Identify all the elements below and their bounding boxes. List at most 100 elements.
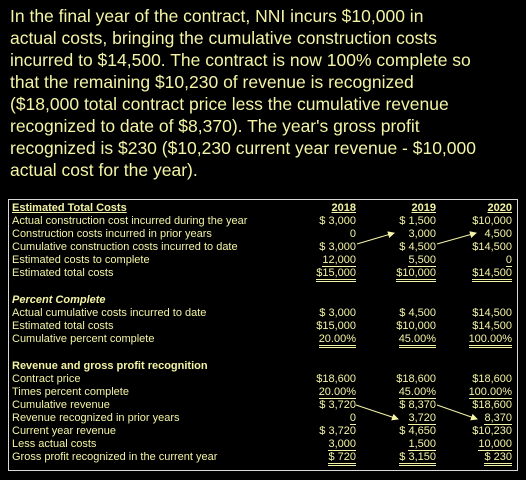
table: Estimated Total Costs 2018 2019 2020 Actual … bbox=[8, 199, 518, 471]
carry-arrow bbox=[436, 404, 478, 421]
paragraph-line: incurred to $14,500. The contract is now… bbox=[10, 50, 471, 70]
value-text: 12,000 bbox=[322, 254, 356, 267]
row-label: Actual cumulative costs incurred to date bbox=[12, 307, 207, 319]
row-label: Cumulative percent complete bbox=[12, 333, 155, 345]
value-text: $10,000 bbox=[396, 268, 436, 282]
carry-arrow bbox=[436, 231, 477, 245]
value-text: $18,600 bbox=[396, 373, 436, 385]
paragraph-line: actual costs, bringing the cumulative co… bbox=[10, 28, 438, 48]
paragraph-line: ($18,000 total contract price less the c… bbox=[10, 94, 449, 114]
paragraph-line: actual cost for the year). bbox=[10, 160, 198, 180]
value-text: 3,000 bbox=[328, 438, 356, 451]
row-value: $10,000 bbox=[366, 320, 436, 333]
row-value: $18,600 bbox=[442, 399, 512, 412]
carry-arrow bbox=[355, 404, 399, 421]
row-value: $ 720 bbox=[286, 451, 356, 466]
value-text: 10,000 bbox=[478, 438, 512, 451]
value-text: 0 bbox=[349, 412, 356, 425]
year-header: 2020 bbox=[487, 202, 512, 214]
row-value: 20.00% bbox=[286, 386, 356, 399]
row-value: 5,500 bbox=[366, 254, 436, 267]
paragraph-line: recognized to date of $8,370). The year'… bbox=[10, 116, 420, 136]
row-value: $15,000 bbox=[286, 320, 356, 333]
row-value: $18,600 bbox=[442, 373, 512, 386]
value-text: $ 720 bbox=[328, 452, 356, 466]
section-title: Percent Complete bbox=[12, 294, 106, 306]
row-value: $ 3,000 bbox=[286, 215, 356, 228]
value-text: 5,500 bbox=[408, 254, 436, 267]
year-header: 2018 bbox=[331, 202, 356, 214]
row-label: Estimated total costs bbox=[12, 320, 114, 332]
row-value: 20.00% bbox=[286, 333, 356, 348]
row-label: Revenue recognized in prior years bbox=[12, 412, 180, 424]
row-value: $15,000 bbox=[286, 267, 356, 282]
row-label: Estimated costs to complete bbox=[12, 254, 150, 266]
row-value: $ 4,650 bbox=[366, 425, 436, 438]
row-label: Contract price bbox=[12, 373, 81, 385]
row-label: Current year revenue bbox=[12, 425, 116, 437]
value-text: $10,000 bbox=[472, 215, 512, 227]
row-value: $14,500 bbox=[442, 307, 512, 320]
value-text: $18,600 bbox=[316, 373, 356, 385]
value-text: 8,370 bbox=[484, 412, 512, 425]
row-value: $ 3,720 bbox=[286, 399, 356, 412]
row-value: 100.00% bbox=[442, 386, 512, 399]
value-text: $14,500 bbox=[472, 241, 512, 253]
row-value: 45.00% bbox=[366, 333, 436, 348]
paragraph-line: that the remaining $10,230 of revenue is… bbox=[10, 72, 414, 92]
row-label: Cumulative construction costs incurred t… bbox=[12, 241, 238, 253]
row-value: 100.00% bbox=[442, 333, 512, 348]
row-value: 12,000 bbox=[286, 254, 356, 267]
row-value: 3,000 bbox=[286, 438, 356, 451]
value-text: $10,230 bbox=[472, 425, 512, 437]
value-text: $ 3,720 bbox=[319, 425, 356, 437]
row-value: 0 bbox=[286, 412, 356, 425]
row-label: Less actual costs bbox=[12, 438, 97, 450]
value-text: $ 3,000 bbox=[319, 307, 356, 319]
row-value: $ 4,500 bbox=[366, 307, 436, 320]
value-text: $ 4,500 bbox=[399, 307, 436, 319]
value-text: 45.00% bbox=[398, 334, 436, 348]
value-text: 0 bbox=[505, 254, 512, 267]
row-value: 1,500 bbox=[366, 438, 436, 451]
row-value: $ 3,000 bbox=[286, 241, 356, 254]
row-value: 3,000 bbox=[366, 228, 436, 241]
row-value: $14,500 bbox=[442, 241, 512, 254]
section-title: Revenue and gross profit recognition bbox=[12, 360, 208, 372]
value-text: $18,600 bbox=[472, 373, 512, 385]
table-title: Estimated Total Costs bbox=[12, 202, 127, 214]
value-text: $ 3,150 bbox=[399, 452, 436, 466]
row-value: $14,500 bbox=[442, 267, 512, 282]
row-label: Actual construction cost incurred during… bbox=[12, 215, 248, 227]
value-text: $15,000 bbox=[316, 268, 356, 282]
value-text: 3,000 bbox=[408, 228, 436, 240]
row-label: Construction costs incurred in prior yea… bbox=[12, 228, 212, 240]
row-label: Gross profit recognized in the current y… bbox=[12, 451, 218, 463]
row-value: $ 1,500 bbox=[366, 215, 436, 228]
row-value: $ 8,370 bbox=[366, 399, 436, 412]
row-label: Estimated total costs bbox=[12, 267, 114, 279]
row-value: $10,230 bbox=[442, 425, 512, 438]
row-value: 45.00% bbox=[366, 386, 436, 399]
value-text: $ 4,650 bbox=[399, 425, 436, 437]
row-value: $14,500 bbox=[442, 320, 512, 333]
row-value: $18,600 bbox=[366, 373, 436, 386]
row-label: Times percent complete bbox=[12, 386, 129, 398]
value-text: 1,500 bbox=[408, 438, 436, 451]
row-value: 0 bbox=[286, 228, 356, 241]
value-text: 3,720 bbox=[408, 412, 436, 425]
row-label: Cumulative revenue bbox=[12, 399, 110, 411]
row-value: $ 3,000 bbox=[286, 307, 356, 320]
row-value: $ 4,500 bbox=[366, 241, 436, 254]
row-value: $18,600 bbox=[286, 373, 356, 386]
value-text: $14,500 bbox=[472, 320, 512, 332]
value-text: 4,500 bbox=[484, 228, 512, 240]
row-value: 3,720 bbox=[366, 412, 436, 425]
row-value: 10,000 bbox=[442, 438, 512, 451]
value-text: $ 1,500 bbox=[399, 215, 436, 227]
row-value: $10,000 bbox=[366, 267, 436, 282]
value-text: 0 bbox=[349, 228, 356, 240]
row-value: 4,500 bbox=[442, 228, 512, 241]
row-value: $ 230 bbox=[442, 451, 512, 466]
